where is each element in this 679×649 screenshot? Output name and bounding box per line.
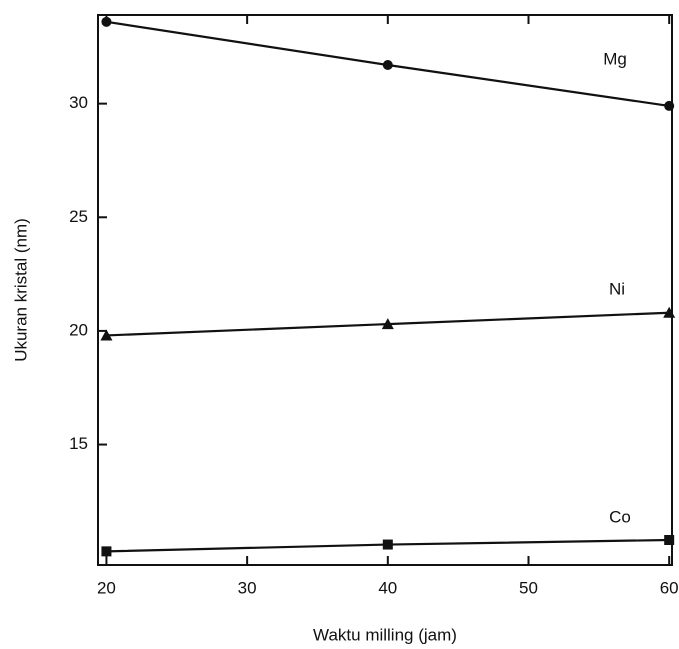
point: [101, 16, 112, 27]
series-label: Ni: [609, 279, 625, 298]
x-tick-label: 60: [660, 578, 679, 597]
x-tick-label: 40: [378, 578, 397, 597]
point: [382, 539, 393, 550]
y-tick-label: 30: [69, 93, 88, 112]
point: [101, 546, 112, 557]
point: [664, 535, 675, 545]
y-axis-label: Ukuran kristal (nm): [11, 218, 30, 362]
y-tick-label: 25: [69, 207, 88, 226]
x-tick-label: 50: [519, 578, 538, 597]
y-tick-label: 20: [69, 320, 88, 339]
point: [663, 306, 676, 318]
point: [664, 100, 675, 111]
plot-frame: [97, 14, 673, 566]
point: [100, 329, 113, 341]
point: [382, 60, 393, 70]
x-tick-label: 20: [97, 578, 116, 597]
x-axis-label: Waktu milling (jam): [313, 625, 457, 644]
series-label: Mg: [603, 49, 627, 68]
y-tick-label: 15: [69, 434, 88, 453]
point: [381, 318, 394, 330]
x-tick-label: 30: [238, 578, 257, 597]
series-label: Co: [609, 507, 631, 526]
